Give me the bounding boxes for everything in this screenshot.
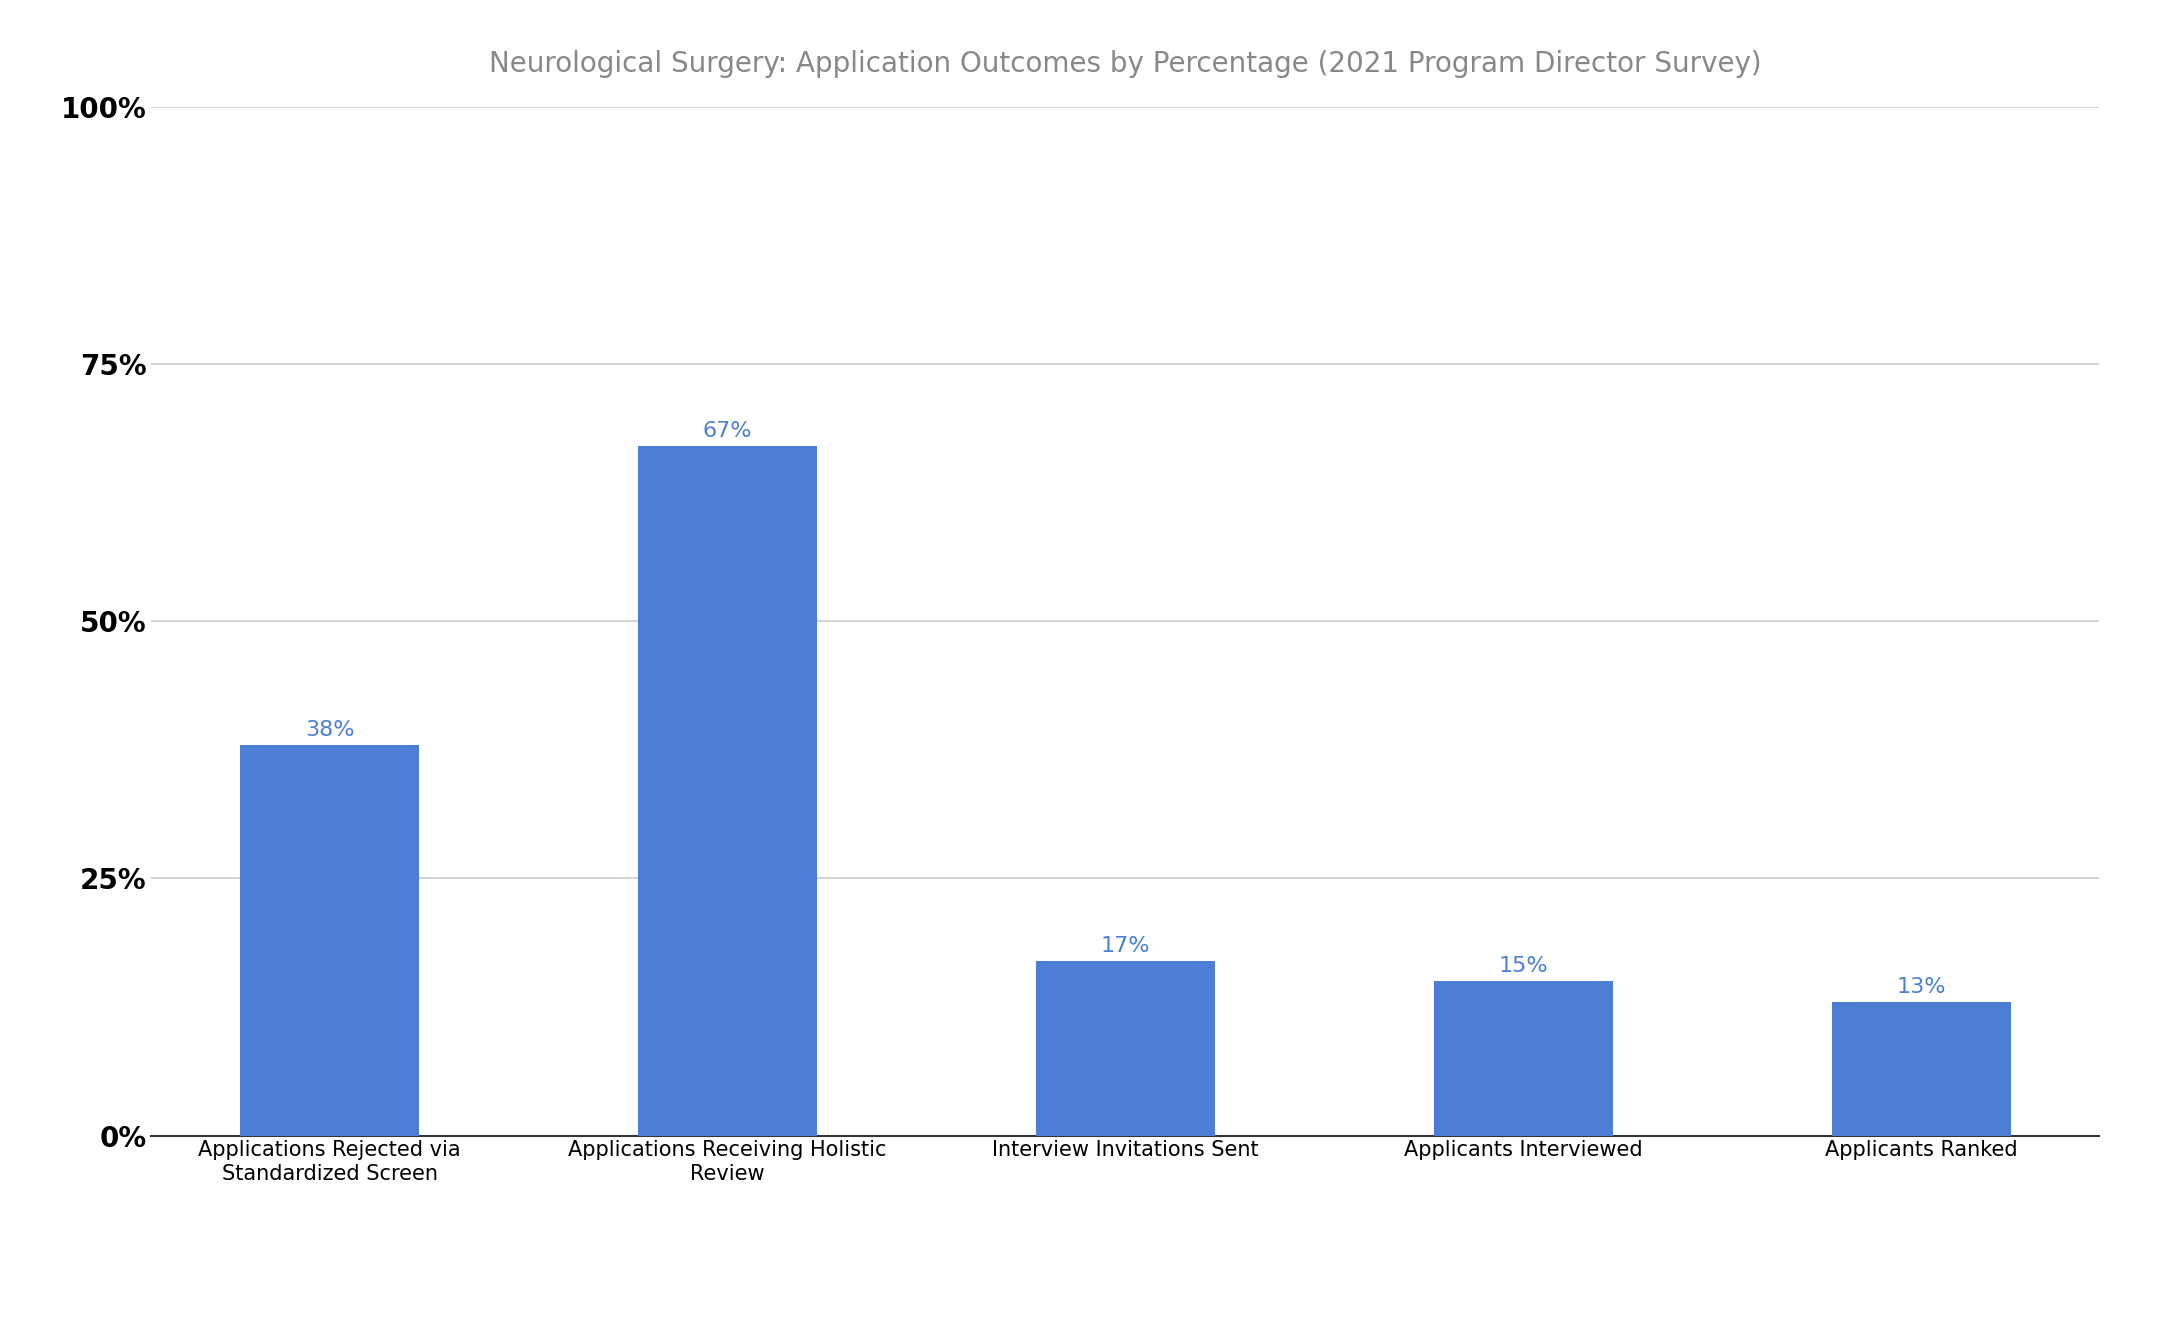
Title: Neurological Surgery: Application Outcomes by Percentage (2021 Program Director : Neurological Surgery: Application Outcom… — [489, 51, 1761, 79]
Text: 13%: 13% — [1896, 977, 1945, 997]
Bar — [1037, 961, 1214, 1136]
Bar — [1831, 1002, 2010, 1136]
Text: 67%: 67% — [703, 421, 753, 441]
Bar — [1433, 981, 1612, 1136]
Text: 17%: 17% — [1101, 935, 1149, 955]
Bar — [240, 744, 420, 1136]
Bar — [638, 446, 818, 1136]
Text: 15%: 15% — [1497, 957, 1547, 977]
Text: 38%: 38% — [305, 720, 355, 740]
